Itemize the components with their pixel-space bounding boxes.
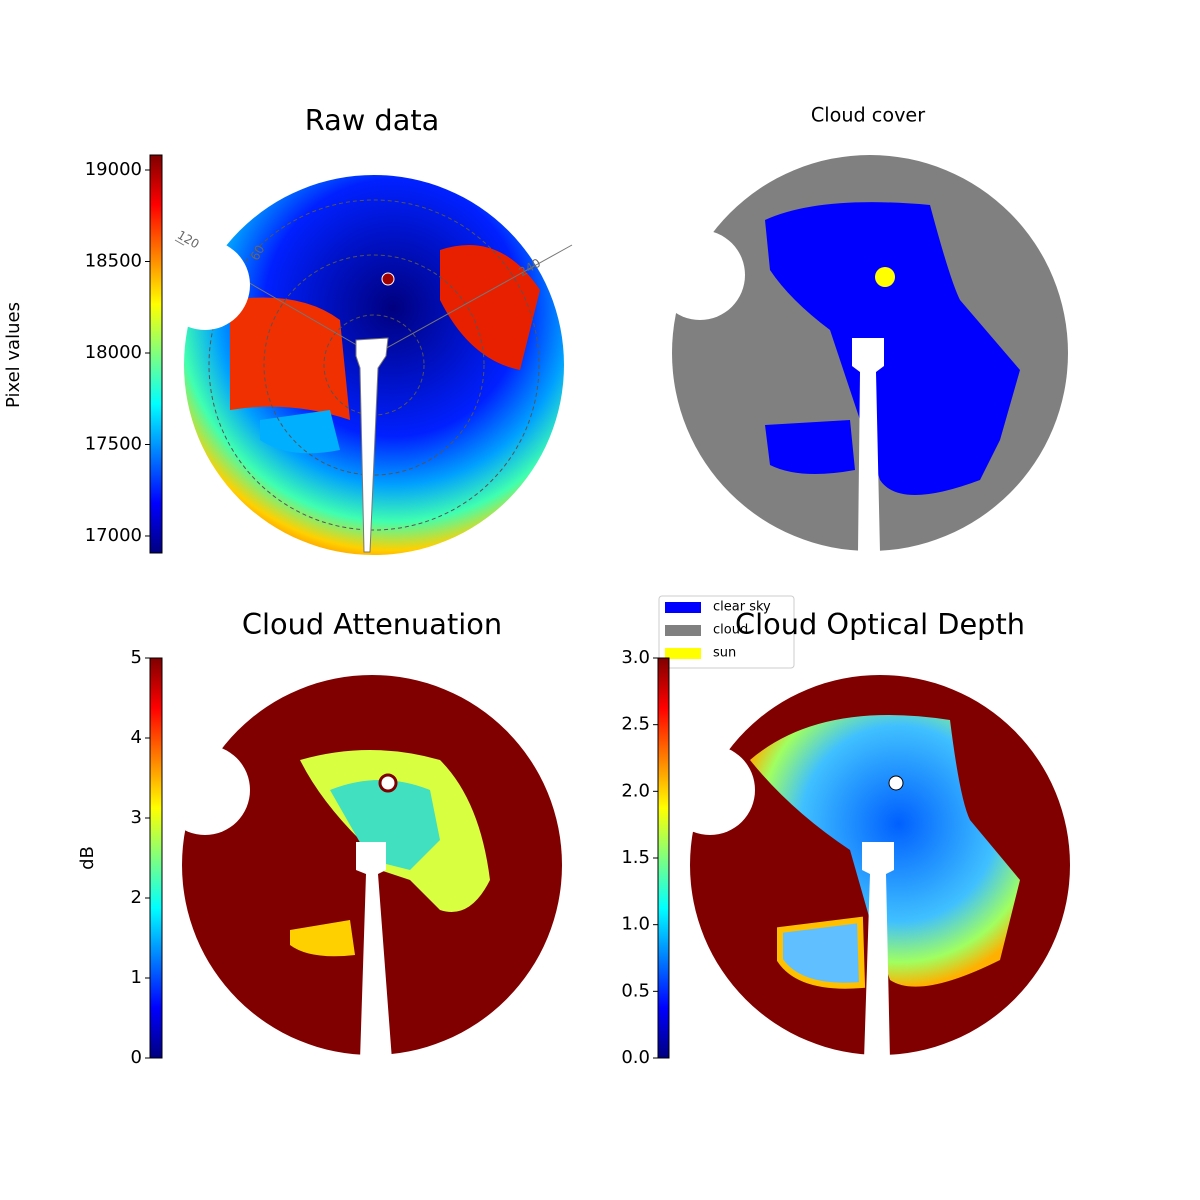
optical-depth-image [665, 675, 1070, 1060]
colorbar [149, 154, 163, 554]
legend-swatch [665, 602, 701, 613]
colorbar-tick-label: 2.0 [621, 780, 650, 801]
colorbar-tick-label: 2 [131, 887, 142, 908]
colorbar-tick-label: 4 [131, 727, 142, 748]
colorbar-tick-label: 1 [131, 967, 142, 988]
cloud-cover-image [655, 155, 1068, 552]
attenuation-image [160, 675, 562, 1060]
colorbar-tick-label: 3.0 [621, 647, 650, 668]
legend-swatch [665, 625, 701, 636]
panel-title: Cloud Optical Depth [735, 607, 1025, 641]
colorbar-tick-label: 2.5 [621, 714, 650, 735]
colorbar-label: dB [77, 846, 98, 870]
colorbar-tick-label: 17000 [85, 525, 142, 546]
colorbar-tick-label: 5 [131, 647, 142, 668]
legend-label: cloud [713, 623, 748, 638]
colorbar-tick-label: 0.5 [621, 980, 650, 1001]
legend-label: clear sky [713, 600, 771, 615]
colorbar-tick-label: 0 [131, 1047, 142, 1068]
panel-title: Raw data [305, 103, 440, 137]
colorbar [149, 657, 163, 1059]
panel-title: Cloud Attenuation [242, 607, 502, 641]
colorbar-tick-label: 19000 [85, 159, 142, 180]
colorbar-tick-label: 1.5 [621, 847, 650, 868]
raw-image [160, 175, 573, 555]
colorbar-label: Pixel values [3, 302, 24, 408]
colorbar-tick-label: 0.0 [621, 1047, 650, 1068]
colorbar-tick-label: 1.0 [621, 914, 650, 935]
colorbar-tick-label: 18000 [85, 342, 142, 363]
polar-label: 60 [248, 243, 268, 263]
colorbar [657, 657, 670, 1059]
colorbar-tick-label: 17500 [85, 433, 142, 454]
panel-title: Cloud cover [811, 104, 925, 127]
colorbar-tick-label: 3 [131, 807, 142, 828]
legend-label: sun [713, 646, 736, 661]
colorbar-tick-label: 18500 [85, 250, 142, 271]
legend-swatch [665, 648, 701, 659]
